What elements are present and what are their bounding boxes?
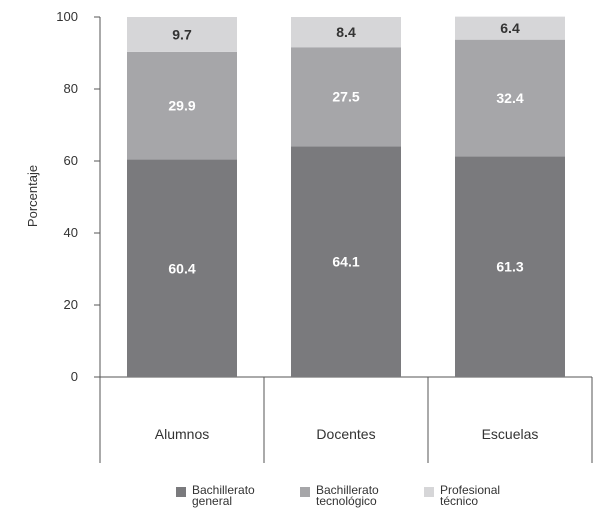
data-label: 8.4 [336,24,356,40]
data-labels: 60.4 29.9 9.7 64.1 27.5 8.4 61.3 32.4 6.4 [168,20,523,276]
legend-label-line: general [192,494,233,508]
legend-swatch-tecnico [424,487,434,497]
bar-segment [455,156,565,377]
legend-swatch-tecnologico [300,487,310,497]
legend-swatch-general [176,487,186,497]
legend: Bachillerato general Bachillerato tecnol… [176,483,576,511]
data-label: 60.4 [168,260,195,276]
y-axis-label: Porcentaje [25,165,40,227]
data-label: 32.4 [496,90,523,106]
legend-item-profesional-tecnico: Profesional técnico [424,483,501,508]
category-label: Alumnos [155,426,209,442]
data-label: 64.1 [332,254,359,270]
legend-label-line: tecnológico [316,494,377,508]
legend-item-bachillerato-tecnologico: Bachillerato tecnológico [300,483,379,508]
bar-segment [455,16,565,40]
legend-label-line: Bachillerato [316,483,379,497]
category-label: Escuelas [482,426,539,442]
bar-segment [291,146,401,377]
data-label: 6.4 [500,20,520,36]
bar-segment [291,47,401,147]
data-label: 27.5 [332,89,359,105]
legend-label: Bachillerato general [192,483,255,508]
legend-label-line: Bachillerato [192,483,255,497]
bars [127,16,565,377]
data-label: 9.7 [172,26,192,42]
y-tick-label: 80 [64,81,78,96]
bar-segment [127,17,237,52]
y-tick-label: 0 [71,369,78,384]
bar-segment [127,159,237,377]
axes: 0 20 40 60 80 100 Alumnos Docentes Escuelas [56,9,593,463]
data-label: 61.3 [496,259,523,275]
bar-segment [127,51,237,160]
bar-segment [455,39,565,157]
legend-label: Profesional técnico [440,483,501,508]
y-tick-label: 100 [56,9,78,24]
y-tick-label: 60 [64,153,78,168]
legend-label: Bachillerato tecnológico [316,483,379,508]
data-label: 29.9 [168,98,195,114]
legend-label-line: Profesional [440,483,501,497]
bar-segment [291,17,401,48]
category-label: Docentes [316,426,375,442]
legend-item-bachillerato-general: Bachillerato general [176,483,255,508]
legend-label-line: técnico [440,494,479,508]
y-tick-label: 20 [64,297,78,312]
y-tick-label: 40 [64,225,78,240]
